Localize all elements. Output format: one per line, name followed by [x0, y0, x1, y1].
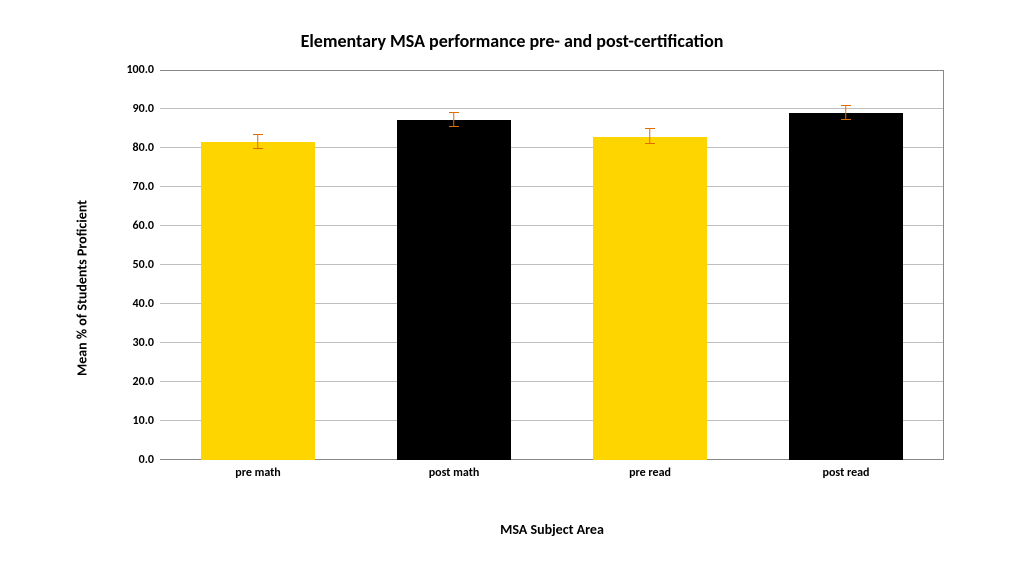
error-bar [257, 135, 258, 149]
chart-container: Elementary MSA performance pre- and post… [70, 30, 954, 546]
bar [789, 113, 903, 460]
y-axis-label: Mean % of Students Proficient [74, 200, 91, 376]
y-tick-label: 60.0 [133, 219, 160, 233]
error-bar [453, 113, 454, 127]
error-cap [449, 112, 459, 113]
gridline [160, 108, 943, 109]
error-cap [645, 128, 655, 129]
chart-title: Elementary MSA performance pre- and post… [70, 30, 954, 52]
y-tick-label: 0.0 [139, 453, 160, 467]
bar [201, 142, 315, 460]
error-bar [845, 106, 846, 120]
error-cap [253, 134, 263, 135]
x-tick-label: pre math [235, 460, 281, 480]
y-tick-label: 30.0 [133, 336, 160, 350]
error-cap [645, 143, 655, 144]
bar [397, 120, 511, 460]
x-tick-label: post math [429, 460, 480, 480]
y-tick-label: 80.0 [133, 141, 160, 155]
plot-area: 0.010.020.030.040.050.060.070.080.090.01… [160, 70, 944, 460]
bar [593, 137, 707, 460]
error-cap [841, 119, 851, 120]
error-cap [841, 105, 851, 106]
x-axis-label: MSA Subject Area [160, 521, 944, 538]
y-tick-label: 50.0 [133, 258, 160, 272]
x-tick-label: pre read [629, 460, 671, 480]
error-cap [449, 126, 459, 127]
error-cap [253, 148, 263, 149]
y-tick-label: 90.0 [133, 102, 160, 116]
y-tick-label: 100.0 [126, 63, 160, 77]
x-tick-label: post read [823, 460, 870, 480]
y-tick-label: 10.0 [133, 414, 160, 428]
y-tick-label: 20.0 [133, 375, 160, 389]
error-bar [649, 129, 650, 144]
y-tick-label: 40.0 [133, 297, 160, 311]
y-tick-label: 70.0 [133, 180, 160, 194]
